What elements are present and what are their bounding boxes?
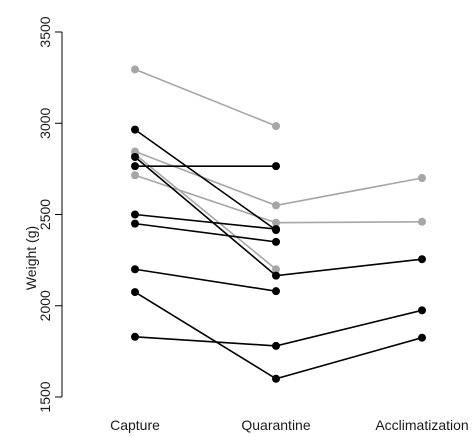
data-point	[131, 171, 139, 180]
series-line	[134, 309, 423, 347]
series-line	[134, 222, 277, 243]
series-line	[134, 68, 277, 127]
data-point	[418, 255, 426, 264]
data-point	[272, 201, 280, 210]
data-point	[131, 65, 139, 74]
y-tick-label: 2000	[37, 290, 53, 321]
data-point	[131, 288, 139, 297]
y-axis-title: Weight (g)	[23, 226, 39, 290]
data-point	[131, 210, 139, 219]
data-point	[418, 306, 426, 315]
data-point	[272, 341, 280, 350]
data-point	[272, 271, 280, 280]
data-point	[272, 121, 280, 130]
series-line	[134, 156, 423, 277]
data-point	[272, 218, 280, 227]
x-tick-label: Capture	[110, 417, 160, 433]
series-line	[134, 291, 423, 380]
data-point	[418, 217, 426, 226]
x-tick-label: Quarantine	[241, 417, 310, 433]
data-point	[131, 125, 139, 134]
y-tick-label: 3000	[37, 107, 53, 138]
data-point	[272, 287, 280, 296]
data-point	[131, 162, 139, 171]
y-ticks: 1500 2000 2500 3000 3500	[37, 16, 62, 413]
series-line	[134, 213, 277, 230]
data-point	[272, 162, 280, 171]
data-point	[131, 153, 139, 162]
data-point	[418, 333, 426, 342]
x-tick-label: Acclimatization	[375, 417, 468, 433]
data-point	[272, 225, 280, 234]
series-line	[134, 268, 277, 292]
series-line	[134, 153, 277, 270]
series-line	[134, 174, 423, 224]
series-points	[131, 65, 426, 383]
data-point	[272, 265, 280, 274]
data-point	[131, 332, 139, 341]
data-point	[131, 265, 139, 274]
y-tick-label: 1500	[37, 381, 53, 412]
data-point	[131, 219, 139, 228]
x-tick-labels: Capture Quarantine Acclimatization	[110, 417, 469, 433]
series-line	[134, 128, 277, 231]
data-point	[272, 237, 280, 246]
data-point	[272, 374, 280, 383]
y-tick-label: 2500	[37, 199, 53, 230]
y-tick-label: 3500	[37, 16, 53, 47]
data-point	[418, 174, 426, 182]
